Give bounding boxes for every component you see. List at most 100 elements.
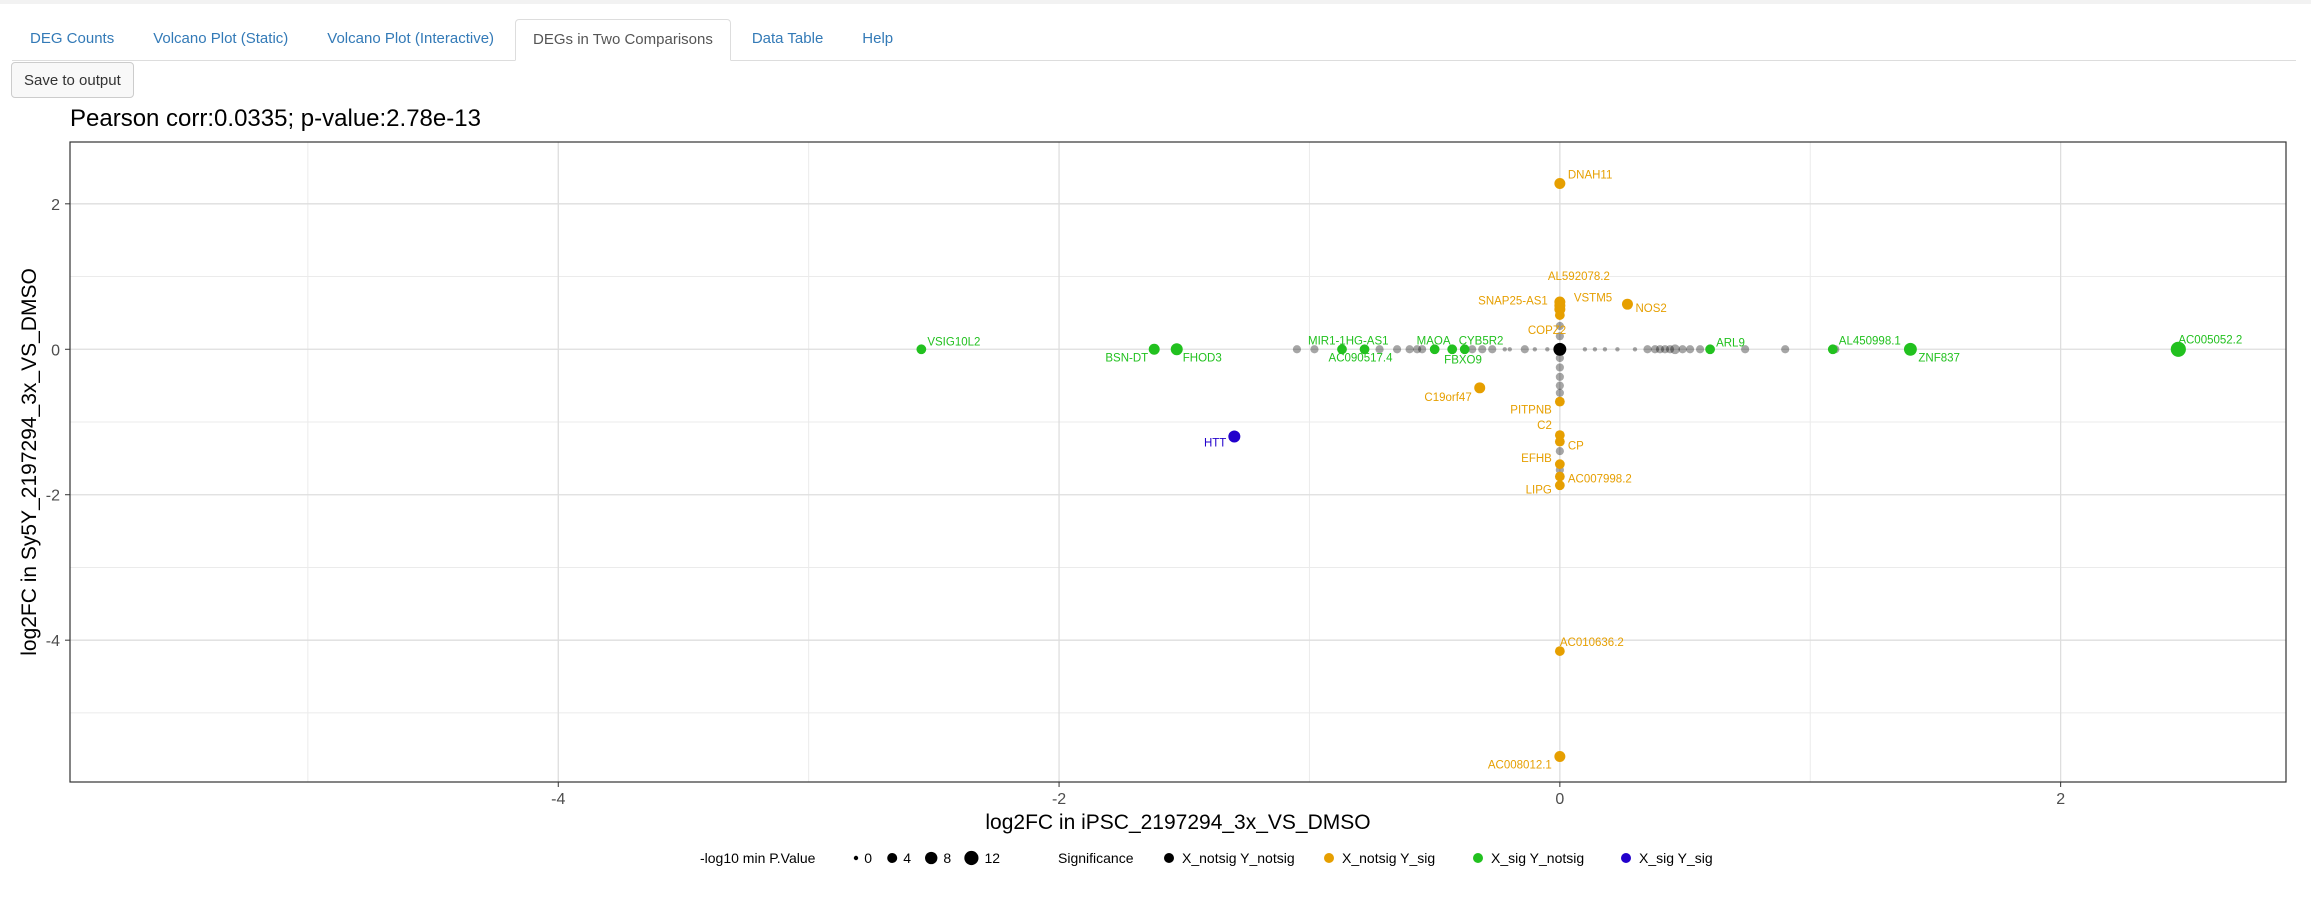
tab-bar: DEG Counts Volcano Plot (Static) Volcano… bbox=[12, 18, 2296, 61]
tab-volcano-static[interactable]: Volcano Plot (Static) bbox=[153, 30, 289, 47]
data-point bbox=[1615, 347, 1620, 352]
y-tick-label: 2 bbox=[51, 197, 60, 214]
data-point bbox=[1502, 347, 1507, 352]
data-point bbox=[1359, 344, 1370, 355]
data-point bbox=[1554, 436, 1565, 447]
point-label: VSIG10L2 bbox=[927, 336, 980, 348]
tab-degs-two-comparisons[interactable]: DEGs in Two Comparisons bbox=[515, 19, 731, 61]
data-point bbox=[1555, 321, 1564, 331]
point-label: VSTM5 bbox=[1574, 293, 1612, 305]
size-legend-key bbox=[964, 850, 979, 866]
point-label: MAOA bbox=[1417, 335, 1451, 347]
point-label: AL450998.1 bbox=[1839, 335, 1901, 347]
save-to-output-button[interactable]: Save to output bbox=[11, 62, 134, 98]
tab-deg-counts[interactable]: DEG Counts bbox=[30, 30, 115, 47]
grid-major bbox=[70, 142, 2286, 782]
size-legend-label: 4 bbox=[903, 850, 911, 866]
x-tick-label: 2 bbox=[2056, 791, 2065, 808]
plot-panel bbox=[69, 141, 2287, 783]
point-label: C19orf47 bbox=[1424, 392, 1471, 404]
grid-minor bbox=[70, 142, 2286, 782]
data-point bbox=[1665, 345, 1675, 354]
data-point bbox=[1554, 177, 1566, 189]
data-point bbox=[1520, 345, 1529, 354]
y-axis-label: log2FC in Sy5Y_2197294_3x_VS_DMSO bbox=[18, 268, 41, 656]
x-axis-ticks: -4 -2 0 2 bbox=[551, 782, 2065, 808]
point-label: AC010636.2 bbox=[1560, 637, 1624, 649]
point-label: PITPNB bbox=[1510, 405, 1552, 417]
data-point bbox=[1418, 345, 1427, 354]
data-point bbox=[1532, 347, 1538, 352]
point-label: HTT bbox=[1204, 438, 1226, 450]
point-label: C2 bbox=[1537, 420, 1552, 432]
data-point bbox=[1478, 345, 1487, 354]
data-point bbox=[1602, 347, 1608, 352]
data-point bbox=[1488, 345, 1497, 354]
data-point bbox=[1670, 344, 1680, 355]
point-label: AC008012.1 bbox=[1488, 760, 1552, 772]
point-label: FHOD3 bbox=[1183, 352, 1222, 364]
x-tick-label: 0 bbox=[1555, 791, 1564, 808]
point-label: AL592078.2 bbox=[1548, 271, 1610, 283]
data-point bbox=[1695, 345, 1705, 354]
data-point bbox=[1643, 345, 1652, 354]
data-point bbox=[1555, 372, 1564, 382]
data-point bbox=[1553, 342, 1567, 356]
data-point bbox=[1429, 344, 1440, 355]
data-point bbox=[1621, 298, 1633, 310]
color-legend-key bbox=[1473, 853, 1483, 863]
data-point bbox=[1555, 381, 1564, 390]
data-point bbox=[1375, 345, 1384, 354]
data-point bbox=[1592, 347, 1598, 352]
y-tick-label: -2 bbox=[46, 488, 60, 505]
x-tick-label: -2 bbox=[1052, 791, 1066, 808]
data-point bbox=[1413, 345, 1422, 354]
data-point bbox=[1554, 646, 1565, 656]
tab-data-table[interactable]: Data Table bbox=[751, 30, 824, 47]
data-point bbox=[1554, 751, 1566, 763]
tab-volcano-interactive[interactable]: Volcano Plot (Interactive) bbox=[327, 30, 495, 47]
data-point bbox=[1555, 388, 1564, 398]
scatter-chart: Pearson corr:0.0335; p-value:2.78e-13 -4… bbox=[18, 105, 2287, 866]
data-point bbox=[1554, 300, 1566, 312]
x-tick-label: -4 bbox=[551, 791, 565, 808]
point-label: COPZ2 bbox=[1528, 325, 1566, 337]
point-label: DNAH11 bbox=[1568, 169, 1613, 181]
data-point bbox=[1555, 446, 1564, 456]
color-legend-key bbox=[1621, 853, 1631, 863]
data-point bbox=[1555, 363, 1564, 372]
size-legend-key bbox=[887, 852, 898, 864]
point-label: AC090517.4 bbox=[1329, 352, 1394, 364]
data-point bbox=[1337, 344, 1347, 355]
point-label: ZNF837 bbox=[1918, 352, 1960, 364]
data-point bbox=[1447, 344, 1458, 355]
labeled-points bbox=[916, 177, 2186, 763]
point-label: FBXO9 bbox=[1444, 354, 1482, 366]
data-point bbox=[1555, 353, 1564, 363]
size-legend-title: -log10 min P.Value bbox=[700, 850, 816, 866]
data-point bbox=[1650, 345, 1660, 354]
data-point bbox=[916, 344, 927, 355]
size-legend-key bbox=[925, 851, 938, 865]
color-legend-label: X_sig Y_sig bbox=[1639, 850, 1713, 866]
chart-title: Pearson corr:0.0335; p-value:2.78e-13 bbox=[70, 105, 481, 132]
tab-help[interactable]: Help bbox=[862, 30, 894, 47]
data-point bbox=[1554, 396, 1565, 407]
color-legend-label: X_notsig Y_notsig bbox=[1182, 850, 1295, 866]
point-label: CP bbox=[1568, 441, 1584, 453]
data-point bbox=[1228, 430, 1241, 443]
point-label: SNAP25-AS1 bbox=[1478, 295, 1548, 307]
data-point bbox=[1554, 310, 1565, 320]
data-point bbox=[1781, 345, 1790, 354]
legend: -log10 min P.Value 0 4 8 12 Significance X_not… bbox=[700, 850, 1713, 866]
data-point bbox=[1507, 347, 1512, 352]
point-label: EFHB bbox=[1521, 453, 1552, 465]
color-legend-title: Significance bbox=[1058, 850, 1134, 866]
data-point bbox=[1685, 345, 1695, 354]
data-point bbox=[1741, 345, 1750, 354]
y-tick-label: 0 bbox=[51, 342, 60, 359]
color-legend-key bbox=[1164, 853, 1174, 863]
background-points bbox=[1292, 321, 1840, 475]
data-point bbox=[1148, 343, 1160, 355]
point-label: BSN-DT bbox=[1105, 352, 1148, 364]
